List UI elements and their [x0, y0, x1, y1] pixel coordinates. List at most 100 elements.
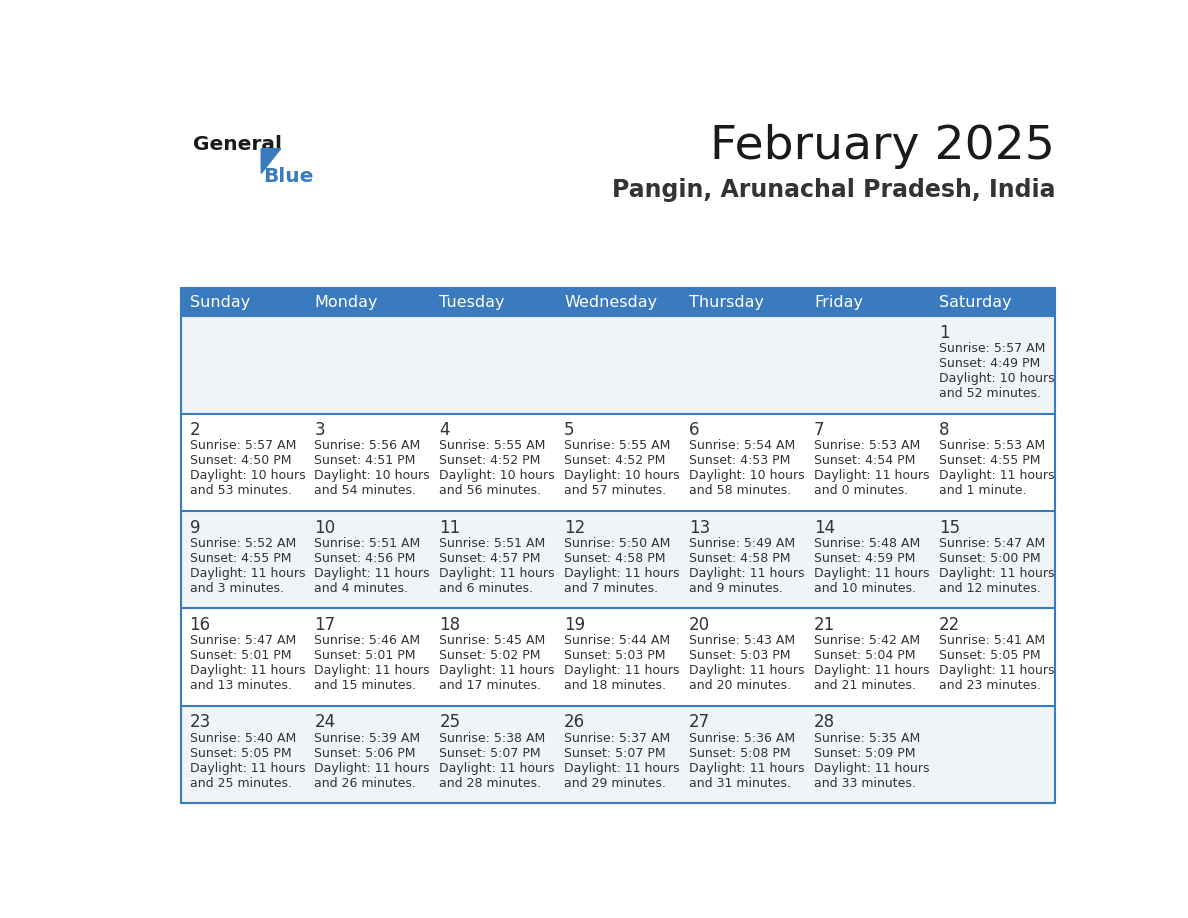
Text: and 6 minutes.: and 6 minutes. — [440, 582, 533, 595]
Bar — [181, 609, 307, 706]
Text: and 31 minutes.: and 31 minutes. — [689, 777, 791, 789]
Text: Sunrise: 5:57 AM: Sunrise: 5:57 AM — [190, 440, 296, 453]
Text: Sunrise: 5:53 AM: Sunrise: 5:53 AM — [814, 440, 921, 453]
Text: Sunset: 5:05 PM: Sunset: 5:05 PM — [939, 649, 1041, 662]
Bar — [181, 413, 307, 511]
Bar — [431, 316, 556, 413]
Text: 16: 16 — [190, 616, 210, 634]
Text: and 13 minutes.: and 13 minutes. — [190, 679, 291, 692]
Bar — [805, 288, 930, 316]
Text: Tuesday: Tuesday — [440, 295, 505, 309]
Text: Daylight: 11 hours: Daylight: 11 hours — [814, 469, 929, 482]
Text: 23: 23 — [190, 713, 210, 732]
Text: and 17 minutes.: and 17 minutes. — [440, 679, 542, 692]
Text: Sunrise: 5:52 AM: Sunrise: 5:52 AM — [190, 537, 296, 550]
Text: Daylight: 10 hours: Daylight: 10 hours — [440, 469, 555, 482]
Text: Sunrise: 5:36 AM: Sunrise: 5:36 AM — [689, 732, 795, 744]
Text: Sunset: 5:07 PM: Sunset: 5:07 PM — [440, 746, 541, 759]
Bar — [307, 609, 431, 706]
Text: and 53 minutes.: and 53 minutes. — [190, 485, 291, 498]
Text: Sunset: 4:57 PM: Sunset: 4:57 PM — [440, 552, 541, 565]
Text: and 9 minutes.: and 9 minutes. — [689, 582, 783, 595]
Text: Sunrise: 5:44 AM: Sunrise: 5:44 AM — [564, 634, 670, 647]
Bar — [556, 413, 681, 511]
Text: Daylight: 10 hours: Daylight: 10 hours — [315, 469, 430, 482]
Bar — [431, 288, 556, 316]
Text: Sunset: 4:49 PM: Sunset: 4:49 PM — [939, 357, 1041, 370]
Text: Sunset: 5:05 PM: Sunset: 5:05 PM — [190, 746, 291, 759]
Text: Sunset: 4:58 PM: Sunset: 4:58 PM — [689, 552, 791, 565]
Text: and 56 minutes.: and 56 minutes. — [440, 485, 542, 498]
Text: Sunset: 5:06 PM: Sunset: 5:06 PM — [315, 746, 416, 759]
Bar — [930, 316, 1055, 413]
Text: and 18 minutes.: and 18 minutes. — [564, 679, 666, 692]
Text: 12: 12 — [564, 519, 586, 537]
Text: Daylight: 11 hours: Daylight: 11 hours — [564, 665, 680, 677]
Text: 5: 5 — [564, 421, 575, 439]
Text: Sunset: 4:53 PM: Sunset: 4:53 PM — [689, 454, 790, 467]
Bar — [556, 511, 681, 609]
Text: 22: 22 — [939, 616, 960, 634]
Text: 18: 18 — [440, 616, 461, 634]
Text: Sunday: Sunday — [190, 295, 249, 309]
Text: Daylight: 11 hours: Daylight: 11 hours — [689, 762, 804, 775]
Bar — [307, 511, 431, 609]
Text: Sunset: 4:52 PM: Sunset: 4:52 PM — [564, 454, 665, 467]
Text: Daylight: 11 hours: Daylight: 11 hours — [939, 469, 1055, 482]
Text: Sunrise: 5:56 AM: Sunrise: 5:56 AM — [315, 440, 421, 453]
Text: Sunrise: 5:41 AM: Sunrise: 5:41 AM — [939, 634, 1045, 647]
Text: Monday: Monday — [315, 295, 378, 309]
Text: and 0 minutes.: and 0 minutes. — [814, 485, 908, 498]
Text: and 23 minutes.: and 23 minutes. — [939, 679, 1041, 692]
Text: Blue: Blue — [264, 167, 314, 185]
Text: 24: 24 — [315, 713, 335, 732]
Text: February 2025: February 2025 — [710, 124, 1055, 169]
Text: 7: 7 — [814, 421, 824, 439]
Text: 10: 10 — [315, 519, 335, 537]
Text: and 28 minutes.: and 28 minutes. — [440, 777, 542, 789]
Text: Daylight: 11 hours: Daylight: 11 hours — [564, 566, 680, 580]
Bar — [805, 413, 930, 511]
Text: Daylight: 11 hours: Daylight: 11 hours — [315, 665, 430, 677]
Text: Daylight: 11 hours: Daylight: 11 hours — [814, 665, 929, 677]
Text: Sunrise: 5:55 AM: Sunrise: 5:55 AM — [440, 440, 545, 453]
Bar — [681, 288, 805, 316]
Text: 8: 8 — [939, 421, 949, 439]
Text: Daylight: 11 hours: Daylight: 11 hours — [939, 665, 1055, 677]
Text: 15: 15 — [939, 519, 960, 537]
Text: 17: 17 — [315, 616, 335, 634]
Bar — [431, 609, 556, 706]
Text: Sunrise: 5:51 AM: Sunrise: 5:51 AM — [315, 537, 421, 550]
Text: Daylight: 10 hours: Daylight: 10 hours — [939, 372, 1055, 385]
Bar — [681, 511, 805, 609]
Text: Daylight: 11 hours: Daylight: 11 hours — [814, 566, 929, 580]
Text: 14: 14 — [814, 519, 835, 537]
Text: Sunrise: 5:46 AM: Sunrise: 5:46 AM — [315, 634, 421, 647]
Text: Daylight: 11 hours: Daylight: 11 hours — [315, 762, 430, 775]
Polygon shape — [261, 149, 280, 174]
Text: Sunset: 4:54 PM: Sunset: 4:54 PM — [814, 454, 916, 467]
Text: Wednesday: Wednesday — [564, 295, 657, 309]
Text: Sunset: 5:01 PM: Sunset: 5:01 PM — [190, 649, 291, 662]
Text: Sunrise: 5:47 AM: Sunrise: 5:47 AM — [190, 634, 296, 647]
Text: Sunrise: 5:49 AM: Sunrise: 5:49 AM — [689, 537, 795, 550]
Text: Sunset: 5:02 PM: Sunset: 5:02 PM — [440, 649, 541, 662]
Bar — [556, 288, 681, 316]
Text: Daylight: 11 hours: Daylight: 11 hours — [440, 665, 555, 677]
Bar — [556, 609, 681, 706]
Text: and 4 minutes.: and 4 minutes. — [315, 582, 409, 595]
Bar — [431, 511, 556, 609]
Bar — [930, 413, 1055, 511]
Text: Sunset: 4:59 PM: Sunset: 4:59 PM — [814, 552, 916, 565]
Text: Sunrise: 5:53 AM: Sunrise: 5:53 AM — [939, 440, 1045, 453]
Text: Daylight: 11 hours: Daylight: 11 hours — [440, 566, 555, 580]
Text: 21: 21 — [814, 616, 835, 634]
Text: 6: 6 — [689, 421, 700, 439]
Text: Sunrise: 5:55 AM: Sunrise: 5:55 AM — [564, 440, 670, 453]
Bar — [181, 316, 307, 413]
Text: Sunrise: 5:47 AM: Sunrise: 5:47 AM — [939, 537, 1045, 550]
Text: Sunrise: 5:35 AM: Sunrise: 5:35 AM — [814, 732, 921, 744]
Bar — [181, 288, 307, 316]
Text: Sunset: 5:00 PM: Sunset: 5:00 PM — [939, 552, 1041, 565]
Text: Sunset: 4:52 PM: Sunset: 4:52 PM — [440, 454, 541, 467]
